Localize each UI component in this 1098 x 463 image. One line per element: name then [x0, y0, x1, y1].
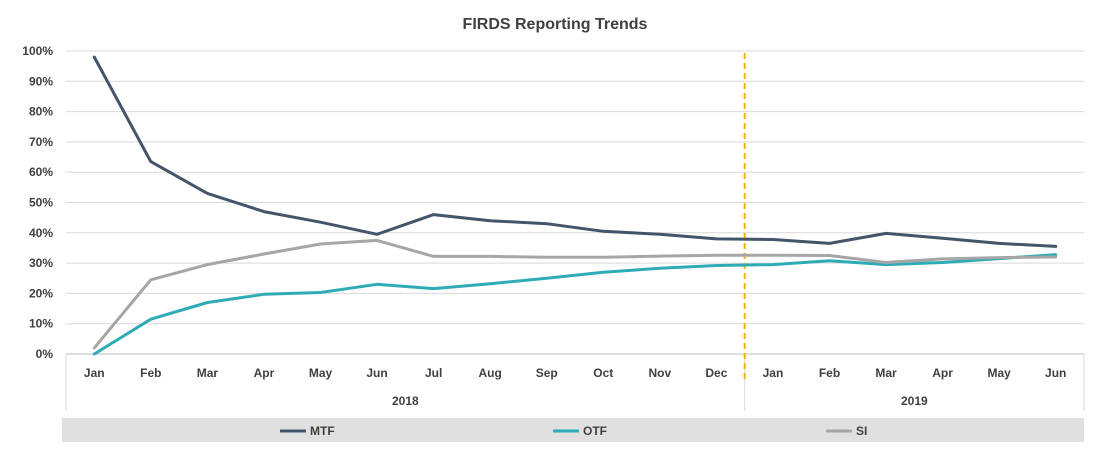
x-tick-label: Mar [197, 366, 219, 380]
x-tick-label: Apr [932, 366, 953, 380]
x-tick-label: Jun [366, 366, 387, 380]
x-axis-tick-labels: Jan Feb Mar Apr May Jun Jul Aug Sep Oct Nov Dec Jan F… [84, 366, 1066, 380]
x-tick-label: Aug [479, 366, 502, 380]
x-group-label: 2018 [392, 394, 419, 408]
y-tick-label: 70% [29, 135, 53, 149]
series-line-otf [92, 253, 1058, 356]
legend-label-mtf: MTF [310, 424, 335, 438]
legend: MTF OTF SI [280, 424, 867, 438]
x-tick-label: Feb [140, 366, 161, 380]
x-tick-label: Jul [425, 366, 442, 380]
x-tick-label: Mar [875, 366, 897, 380]
x-tick-label: Jan [763, 366, 784, 380]
legend-label-otf: OTF [583, 424, 607, 438]
y-tick-label: 80% [29, 105, 53, 119]
y-tick-label: 60% [29, 165, 53, 179]
y-tick-label: 10% [29, 317, 53, 331]
x-group-label: 2019 [901, 394, 928, 408]
y-tick-label: 20% [29, 286, 53, 300]
x-axis-group-labels: 2018 2019 [392, 394, 928, 408]
series-lines [92, 55, 1058, 356]
gridlines [66, 50, 1084, 325]
chart-title: FIRDS Reporting Trends [463, 16, 648, 33]
y-tick-label: 50% [29, 196, 53, 210]
y-axis-tick-labels: 0% 10% 20% 30% 40% 50% 60% 70% 80% 90% 100% [22, 44, 53, 361]
x-tick-label: May [987, 366, 1011, 380]
x-tick-label: May [309, 366, 333, 380]
x-tick-label: Nov [648, 366, 671, 380]
y-tick-label: 30% [29, 256, 53, 270]
y-tick-label: 40% [29, 226, 53, 240]
x-tick-label: Jan [84, 366, 105, 380]
x-tick-label: Sep [536, 366, 558, 380]
legend-label-si: SI [856, 424, 867, 438]
x-tick-label: Feb [819, 366, 840, 380]
x-tick-label: Oct [593, 366, 613, 380]
series-line-si [92, 238, 1058, 350]
x-tick-label: Apr [254, 366, 275, 380]
x-tick-label: Jun [1045, 366, 1066, 380]
series-line-mtf [92, 55, 1058, 248]
y-tick-label: 100% [22, 44, 53, 58]
axes [65, 353, 1085, 411]
y-tick-label: 0% [36, 347, 54, 361]
x-tick-label: Dec [705, 366, 727, 380]
y-tick-label: 90% [29, 74, 53, 88]
